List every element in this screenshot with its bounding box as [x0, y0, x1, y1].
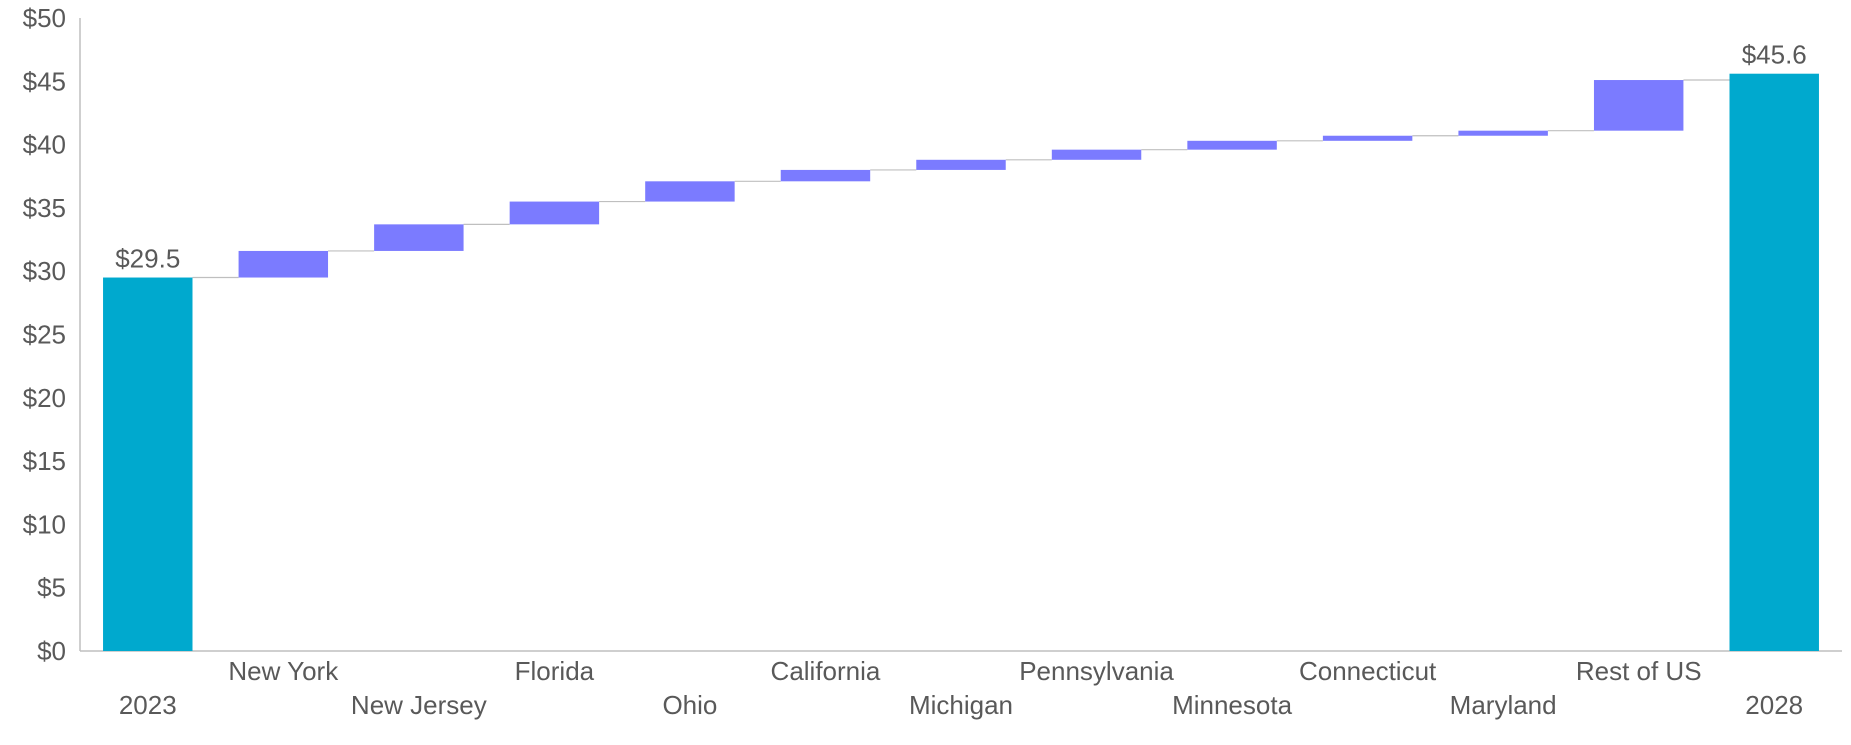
x-category-label: 2023: [119, 690, 177, 720]
delta-bar: [645, 181, 735, 202]
x-category-label: 2028: [1745, 690, 1803, 720]
y-tick-label: $10: [23, 509, 66, 539]
data-label: $29.5: [115, 244, 180, 274]
x-category-label: Connecticut: [1299, 656, 1437, 686]
axis-layer: $0 $5 $10 $15 $20 $25 $30 $35 $40 $45 $50: [23, 3, 1842, 666]
x-category-label: California: [771, 656, 881, 686]
label-layer: 2023 $29.5 New York New Jersey Florida Ohio Ca…: [115, 40, 1807, 720]
x-category-label: Minnesota: [1172, 690, 1292, 720]
x-category-label: Pennsylvania: [1019, 656, 1174, 686]
delta-bar: [238, 250, 329, 278]
y-tick-label: $45: [23, 66, 66, 96]
y-tick-label: $20: [23, 383, 66, 413]
delta-bar: [916, 159, 1006, 170]
delta-bar: [1458, 130, 1548, 136]
x-category-label: New York: [228, 656, 339, 686]
y-tick-label: $50: [23, 3, 66, 33]
x-category-label: Ohio: [662, 690, 717, 720]
y-tick-label: $5: [37, 573, 66, 603]
delta-bar: [1593, 80, 1684, 131]
y-tick-label: $25: [23, 320, 66, 350]
delta-bar: [1051, 149, 1142, 160]
x-category-label: New Jersey: [351, 690, 487, 720]
y-tick-label: $35: [23, 193, 66, 223]
delta-bar: [509, 201, 600, 225]
delta-bar: [1322, 135, 1413, 141]
bar-layer: [103, 73, 1819, 652]
y-tick-label: $0: [37, 636, 66, 666]
data-label: $45.6: [1742, 40, 1807, 70]
x-category-label: Rest of US: [1576, 656, 1702, 686]
total-bar: [1729, 73, 1819, 652]
x-category-label: Florida: [515, 656, 595, 686]
delta-bar: [1187, 140, 1277, 150]
x-category-label: Maryland: [1450, 690, 1557, 720]
total-bar: [103, 277, 193, 651]
y-tick-label: $30: [23, 256, 66, 286]
connector-layer: [192, 79, 1730, 279]
x-category-label: Michigan: [909, 690, 1013, 720]
y-tick-label: $15: [23, 446, 66, 476]
delta-bar: [780, 169, 871, 182]
y-tick-label: $40: [23, 130, 66, 160]
delta-bar: [374, 224, 464, 251]
